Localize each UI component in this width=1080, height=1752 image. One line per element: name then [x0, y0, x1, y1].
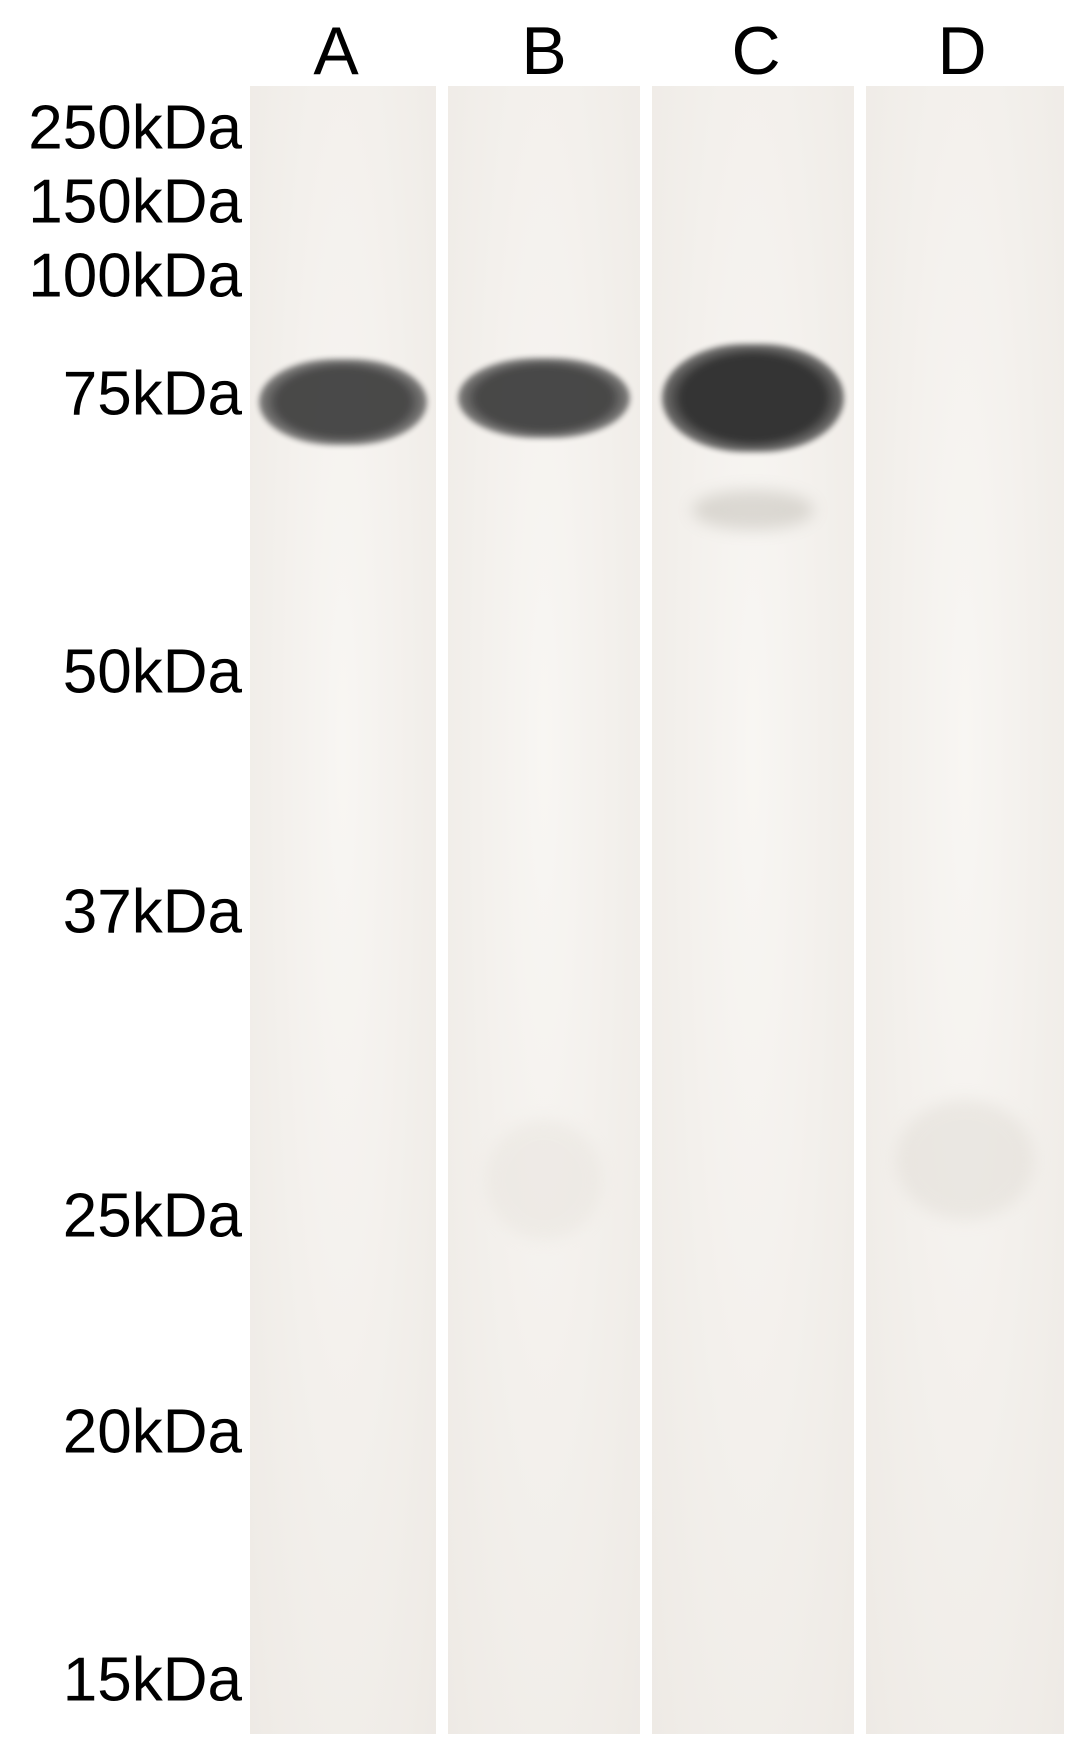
lane-bg — [250, 86, 436, 1734]
lane-label-c: C — [731, 12, 780, 90]
lane-b — [446, 86, 642, 1734]
lane-label-b: B — [521, 12, 566, 90]
blot-band — [458, 358, 631, 438]
lane-bg — [448, 86, 640, 1734]
lane-d — [864, 86, 1066, 1734]
mw-label-37: 37kDa — [63, 877, 242, 948]
lane-c — [650, 86, 856, 1734]
mw-label-100: 100kDa — [28, 241, 242, 312]
blot-smudge — [486, 1120, 601, 1240]
blot-smudge — [896, 1100, 1035, 1220]
mw-label-25: 25kDa — [63, 1181, 242, 1252]
western-blot-figure: A B C D 250kDa 150kDa 100kDa 75kDa 50kDa… — [0, 0, 1080, 1752]
mw-label-50: 50kDa — [63, 637, 242, 708]
blot-band — [662, 344, 844, 452]
mw-label-250: 250kDa — [28, 93, 242, 164]
blot-smudge — [692, 490, 813, 530]
blot-band — [259, 359, 426, 445]
mw-label-15: 15kDa — [63, 1645, 242, 1716]
lane-label-d: D — [937, 12, 986, 90]
mw-label-20: 20kDa — [63, 1397, 242, 1468]
lanes-area — [248, 86, 1066, 1734]
lane-bg — [652, 86, 854, 1734]
lane-label-a: A — [313, 12, 358, 90]
mw-label-150: 150kDa — [28, 167, 242, 238]
lane-a — [248, 86, 438, 1734]
mw-label-75: 75kDa — [63, 359, 242, 430]
lane-bg — [866, 86, 1064, 1734]
